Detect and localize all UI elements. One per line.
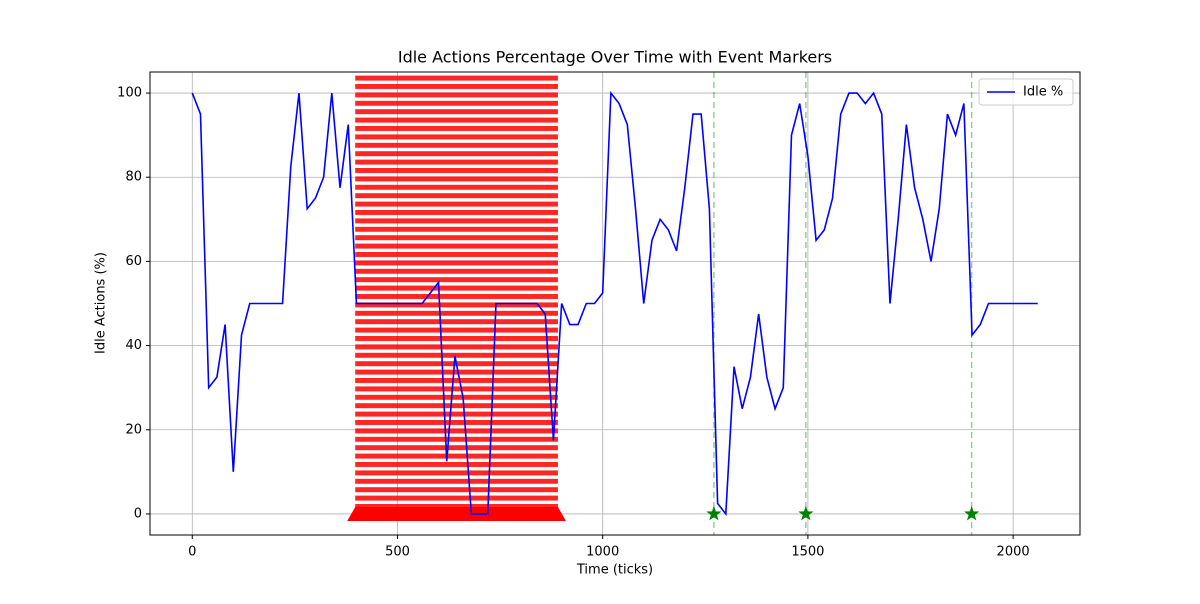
event-marker <box>964 505 980 521</box>
y-axis-label: Idle Actions (%) <box>94 252 109 354</box>
y-tick-label: 40 <box>125 338 142 353</box>
chart-title: Idle Actions Percentage Over Time with E… <box>398 48 832 67</box>
x-tick-label: 1000 <box>586 545 619 560</box>
event-span-base <box>347 507 566 521</box>
x-tick-label: 1500 <box>791 545 824 560</box>
event-marker <box>798 505 814 521</box>
legend-label: Idle % <box>1023 85 1063 100</box>
event-marker <box>706 505 722 521</box>
y-tick-label: 60 <box>125 254 142 269</box>
plot-frame <box>149 71 1081 536</box>
x-axis-label: Time (ticks) <box>576 563 653 578</box>
legend-box <box>978 78 1074 106</box>
y-tick-label: 80 <box>125 170 142 185</box>
x-tick-label: 2000 <box>997 545 1030 560</box>
x-tick-label: 0 <box>188 545 196 560</box>
legend: Idle % <box>978 78 1074 106</box>
event-span <box>355 74 558 517</box>
x-tick-label: 500 <box>385 545 410 560</box>
y-tick-label: 100 <box>117 86 142 101</box>
series-line <box>191 90 1038 517</box>
y-tick-label: 0 <box>134 506 142 521</box>
y-tick-label: 20 <box>125 422 142 437</box>
